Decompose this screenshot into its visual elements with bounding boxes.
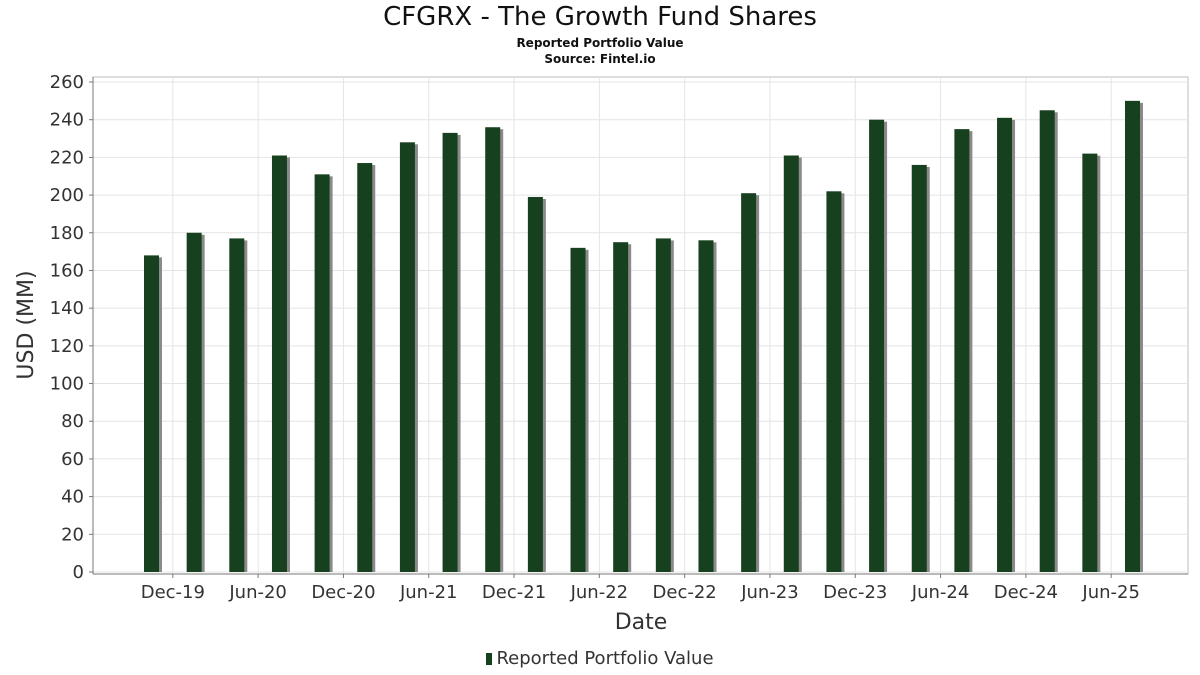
- bar: [1125, 100, 1140, 572]
- y-tick-label: 240: [50, 110, 84, 131]
- legend-swatch: [486, 653, 493, 665]
- x-tick-label: Jun-25: [1081, 582, 1140, 603]
- bar: [271, 155, 287, 572]
- bar: [997, 117, 1013, 573]
- y-tick-label: 180: [50, 223, 84, 244]
- bar: [186, 232, 202, 572]
- bar: [869, 119, 885, 572]
- bar: [399, 142, 415, 573]
- y-tick-label: 100: [50, 374, 84, 395]
- bar: [613, 242, 629, 572]
- x-tick-labels: Dec-19 Jun-20 Dec-20 Jun-21 Dec-21 Jun-22 Dec-…: [141, 582, 1140, 603]
- bars: [144, 100, 1143, 573]
- y-tick-label: 0: [73, 562, 84, 583]
- y-tick-label: 80: [61, 411, 84, 432]
- bar: [698, 240, 714, 573]
- x-axis-title: Date: [615, 610, 668, 635]
- x-tick-label: Jun-20: [228, 582, 287, 603]
- legend: Reported Portfolio Value: [0, 648, 1200, 669]
- x-tick-label: Dec-19: [141, 582, 205, 603]
- chart-title: CFGRX - The Growth Fund Shares: [383, 2, 817, 32]
- chart-subtitle: Reported Portfolio Value: [516, 36, 684, 50]
- bar: [1082, 153, 1098, 572]
- bar: [144, 255, 159, 572]
- x-tick-label: Dec-21: [482, 582, 546, 603]
- y-tick-labels: 0 20 40 60 80 100 120 140 160 180 200 220 240 260: [50, 72, 84, 583]
- y-tick-label: 260: [50, 72, 84, 93]
- y-tick-label: 220: [50, 147, 84, 168]
- bar: [1039, 110, 1055, 573]
- bar: [485, 127, 501, 572]
- bar: [655, 238, 671, 572]
- y-tick-label: 120: [50, 336, 84, 357]
- x-tick-label: Jun-21: [399, 582, 458, 603]
- x-tick-label: Dec-23: [823, 582, 887, 603]
- bar: [954, 129, 970, 572]
- y-axis-title: USD (MM): [14, 270, 39, 379]
- y-tick-label: 40: [61, 487, 84, 508]
- bar: [783, 155, 799, 572]
- x-tick-label: Jun-22: [570, 582, 629, 603]
- bar: [570, 247, 586, 572]
- bar: [442, 132, 458, 572]
- chart-source: Source: Fintel.io: [544, 52, 656, 66]
- bar: [229, 238, 245, 572]
- y-tick-label: 60: [61, 449, 84, 470]
- x-tick-label: Dec-22: [653, 582, 717, 603]
- y-tick-label: 20: [61, 524, 84, 545]
- bar: [741, 193, 757, 572]
- bar: [527, 196, 543, 572]
- y-tick-label: 160: [50, 260, 84, 281]
- y-tick-label: 140: [50, 298, 84, 319]
- x-tick-label: Dec-20: [311, 582, 375, 603]
- plot-background: [92, 76, 1189, 575]
- legend-label: Reported Portfolio Value: [496, 648, 714, 669]
- bar: [357, 163, 373, 573]
- bar: [826, 191, 842, 573]
- x-tick-label: Dec-24: [994, 582, 1058, 603]
- bar: [911, 164, 927, 572]
- x-tick-label: Jun-23: [740, 582, 799, 603]
- x-tick-label: Jun-24: [911, 582, 970, 603]
- bar: [314, 174, 330, 572]
- y-tick-label: 200: [50, 185, 84, 206]
